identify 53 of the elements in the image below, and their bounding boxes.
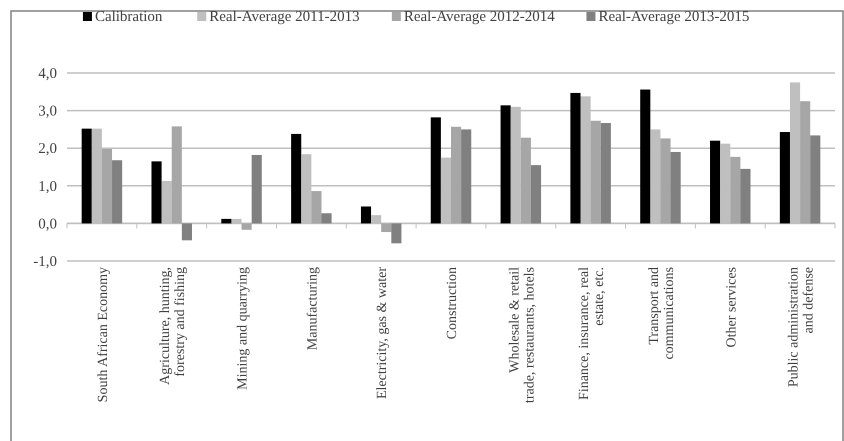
legend-label: Real-Average 2011-2013 — [209, 9, 360, 25]
y-tick-label: 1,0 — [38, 178, 57, 195]
bar — [570, 92, 581, 224]
bar — [112, 160, 122, 224]
bar — [600, 123, 611, 224]
legend-label: Real-Average 2012-2014 — [404, 9, 556, 25]
bar — [82, 128, 92, 224]
bar — [730, 156, 740, 224]
bar — [311, 191, 322, 224]
bar — [360, 206, 372, 224]
bar — [740, 168, 751, 224]
bar — [530, 165, 542, 224]
bar — [660, 138, 671, 224]
bar — [252, 154, 262, 224]
bar — [800, 101, 810, 224]
bar — [590, 120, 601, 224]
bar — [710, 140, 720, 224]
bar — [321, 213, 332, 224]
bar — [500, 105, 511, 224]
y-tick-label: 2,0 — [38, 141, 57, 158]
y-tick-label: -1,0 — [33, 254, 57, 270]
y-tick-label: 3,0 — [38, 104, 57, 120]
x-tick-label: Agriculture, hunting, forestry and fishing — [158, 267, 188, 385]
bar — [670, 152, 681, 224]
x-tick-label: Public administration and defense — [786, 267, 817, 388]
bar — [520, 138, 531, 224]
bar — [810, 135, 820, 224]
bar — [182, 223, 192, 240]
bar — [780, 132, 790, 224]
bar — [221, 218, 232, 224]
y-tick-label: 4,0 — [38, 66, 57, 82]
x-tick-label: Mining and quarrying — [236, 267, 251, 390]
x-tick-label: Construction — [445, 267, 460, 340]
bar — [451, 126, 462, 224]
legend-label: Real-Average 2013-2015 — [598, 9, 750, 25]
x-tick-label: Electricity, gas & water — [375, 266, 390, 400]
bar — [291, 134, 302, 224]
bar — [172, 126, 182, 224]
bar — [461, 129, 472, 224]
x-tick-label: Other services — [724, 267, 740, 348]
bar — [242, 223, 252, 230]
bar — [102, 148, 112, 224]
bar — [391, 223, 402, 244]
y-tick-label: 0,0 — [38, 216, 57, 232]
bar — [381, 223, 392, 232]
x-tick-label: Manufacturing — [305, 267, 320, 350]
bar — [640, 90, 650, 224]
x-tick-label: Wholesale & retail trade, restaurants, hotels — [507, 266, 538, 404]
x-tick-label: Finance, insurance, real estate, etc. — [577, 266, 608, 400]
x-tick-label: South African Economy — [96, 267, 111, 402]
bar — [151, 161, 162, 224]
legend-label: Calibration — [94, 9, 163, 25]
bar — [430, 117, 441, 224]
